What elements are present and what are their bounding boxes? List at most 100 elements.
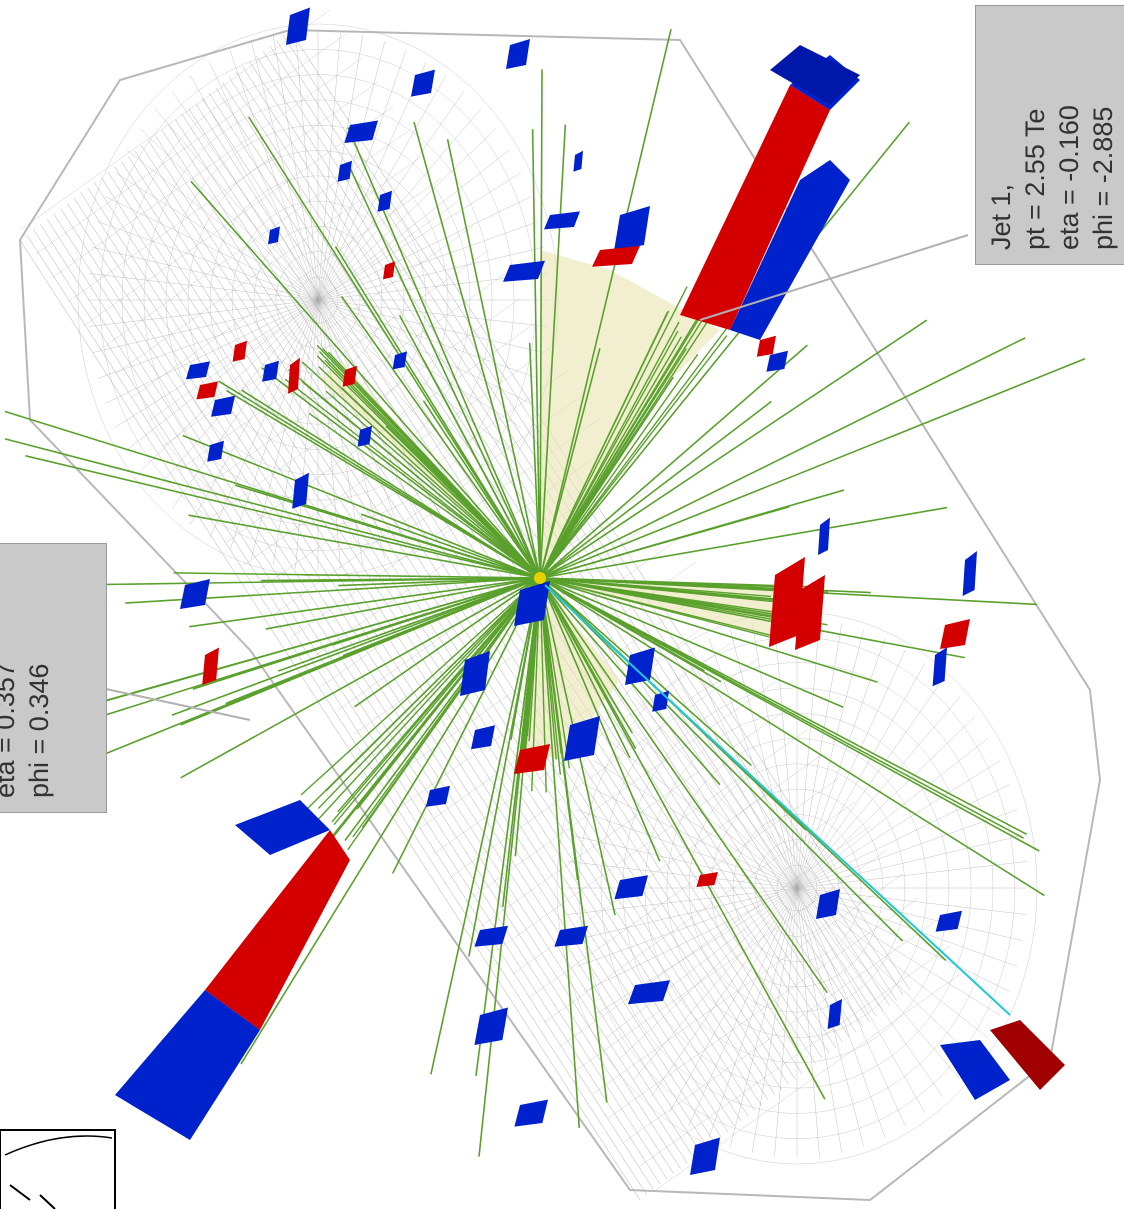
track-line [539, 577, 828, 994]
jet1-label-line3: eta = -0.160 [1054, 105, 1084, 250]
hcal-deposit [514, 1099, 548, 1127]
track-line [539, 319, 928, 579]
endcap-spoke [140, 299, 319, 472]
track-line [413, 121, 541, 579]
track-line [430, 577, 541, 1075]
endcap-spoke [171, 299, 319, 509]
endcap-spoke [751, 623, 798, 889]
hcal-deposit [932, 647, 947, 687]
track-line [300, 577, 541, 796]
mesh-line [154, 134, 776, 1096]
track-line [4, 410, 541, 579]
endcap-spoke [317, 75, 446, 301]
endcap-spoke [594, 760, 798, 889]
endcap-spoke [796, 809, 1018, 889]
track-line [349, 167, 541, 579]
track-line [4, 438, 541, 579]
mesh-line [39, 224, 661, 1185]
track-line [539, 358, 1086, 579]
mesh-line [161, 129, 783, 1090]
hcal-deposit [614, 206, 650, 251]
track-line [398, 314, 541, 579]
endcap-spoke [155, 299, 319, 492]
track-line [344, 577, 541, 841]
endcap-spoke [796, 887, 886, 1138]
track-line [446, 139, 541, 579]
ecal-deposit [202, 647, 219, 685]
hcal-deposit [818, 517, 830, 555]
mesh-ring [353, 513, 665, 735]
hcal-deposit [827, 999, 842, 1029]
endcap-spoke [571, 887, 798, 941]
hcal-deposit [344, 120, 378, 143]
endcap-spoke [89, 299, 319, 327]
hcal-deposit [268, 226, 280, 245]
track-line [539, 577, 633, 734]
endcap-ring [165, 124, 471, 476]
endcap-ring [143, 99, 493, 501]
track-line [539, 29, 672, 579]
endcap-spoke [97, 221, 319, 301]
track-line [539, 577, 1028, 836]
ecal-deposit [342, 365, 357, 387]
track-line [539, 577, 1045, 897]
endcap-spoke [650, 887, 798, 1097]
endcap-spoke [317, 31, 341, 301]
mesh-ring [242, 345, 553, 567]
calorimeter-deposits [180, 7, 977, 1175]
endcap-spoke [796, 737, 989, 889]
endcap-spoke [92, 247, 319, 301]
endcap-ring [275, 251, 361, 349]
endcap-spoke [584, 887, 798, 992]
hcal-deposit [554, 925, 588, 947]
endcap-ring [732, 814, 862, 962]
endcap-spoke [605, 737, 798, 889]
track-line [528, 342, 541, 579]
mesh-line [60, 208, 681, 1169]
mesh-line [46, 218, 668, 1180]
hcal-deposit [411, 69, 435, 97]
endcap-spoke [317, 61, 427, 301]
mesh-line [33, 229, 654, 1190]
endcap-ring [776, 864, 818, 912]
endcap-spoke [634, 696, 798, 889]
endcap-spoke [796, 861, 1026, 889]
track-line [539, 577, 581, 1128]
endcap-spoke [89, 273, 319, 301]
track-line [265, 577, 541, 630]
axis-gizmo [0, 1129, 116, 1209]
hcal-deposit [392, 351, 407, 370]
track-line [173, 572, 541, 579]
muon-track [544, 584, 1011, 1016]
hcal-deposit [377, 190, 392, 212]
hcal-deposit [286, 7, 310, 45]
endcap-spoke [250, 299, 319, 559]
track-line [261, 367, 541, 579]
track-line [327, 351, 541, 579]
track-line [539, 336, 682, 579]
endcap-spoke [669, 663, 798, 889]
endcap-spoke [317, 50, 407, 301]
ecal-deposit [696, 872, 718, 887]
mesh-line [114, 166, 735, 1127]
endcap-spoke [796, 835, 1023, 889]
track-line [539, 311, 669, 579]
endcap-spoke [796, 887, 925, 1113]
hcal-deposit [292, 472, 309, 509]
track-line [531, 129, 541, 579]
track-line [539, 577, 798, 625]
endcap-spoke [796, 716, 975, 889]
mesh-line [93, 182, 715, 1143]
endcap-spoke [796, 887, 944, 1097]
endcap-spoke [796, 619, 820, 889]
jet1-label-line1: Jet 1, [986, 183, 1016, 250]
endcap-spoke [594, 887, 798, 1016]
jet2-label-line2: phi = 0.346 [24, 663, 54, 798]
endcap-spoke [796, 760, 1000, 889]
track-line [539, 353, 699, 579]
hcal-deposit [816, 889, 840, 919]
hcal-deposit [544, 211, 580, 230]
hcal-deposit [564, 716, 600, 761]
mesh-ring [131, 177, 442, 399]
